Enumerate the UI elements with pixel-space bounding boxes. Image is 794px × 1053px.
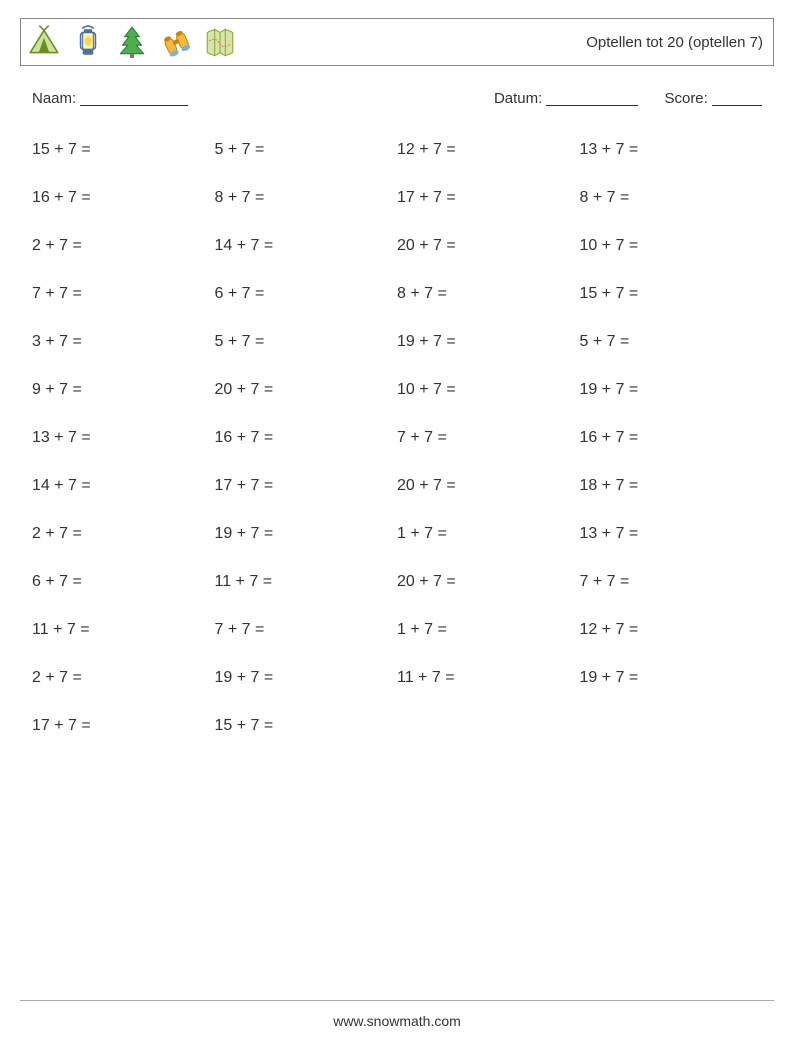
problem-cell: 20 + 7 = [397, 237, 580, 255]
lantern-icon [71, 25, 105, 59]
problem-row: 15 + 7 =5 + 7 =12 + 7 =13 + 7 = [32, 141, 762, 159]
problem-row: 2 + 7 =19 + 7 =11 + 7 =19 + 7 = [32, 669, 762, 687]
problem-cell: 17 + 7 = [32, 717, 215, 735]
problem-cell: 10 + 7 = [397, 381, 580, 399]
problem-cell: 16 + 7 = [215, 429, 398, 447]
problem-cell: 2 + 7 = [32, 669, 215, 687]
problem-cell: 7 + 7 = [397, 429, 580, 447]
problem-row: 13 + 7 =16 + 7 =7 + 7 =16 + 7 = [32, 429, 762, 447]
problem-cell: 5 + 7 = [215, 141, 398, 159]
header-box: Optellen tot 20 (optellen 7) [20, 18, 774, 66]
problem-cell: 7 + 7 = [215, 621, 398, 639]
problem-row: 16 + 7 =8 + 7 =17 + 7 =8 + 7 = [32, 189, 762, 207]
problem-row: 14 + 7 =17 + 7 =20 + 7 =18 + 7 = [32, 477, 762, 495]
problem-cell: 12 + 7 = [397, 141, 580, 159]
problem-cell: 13 + 7 = [32, 429, 215, 447]
problem-cell: 3 + 7 = [32, 333, 215, 351]
map-icon [203, 25, 237, 59]
problem-cell: 13 + 7 = [580, 525, 763, 543]
problem-row: 2 + 7 =19 + 7 =1 + 7 =13 + 7 = [32, 525, 762, 543]
tree-icon [115, 25, 149, 59]
worksheet-title: Optellen tot 20 (optellen 7) [586, 34, 763, 51]
tent-icon [27, 25, 61, 59]
meta-row: Naam: Datum: Score: [20, 88, 774, 107]
name-label: Naam: [32, 90, 76, 107]
problem-cell: 6 + 7 = [32, 573, 215, 591]
problem-row: 6 + 7 =11 + 7 =20 + 7 =7 + 7 = [32, 573, 762, 591]
problem-cell: 11 + 7 = [32, 621, 215, 639]
date-field: Datum: [494, 88, 639, 107]
problem-cell: 11 + 7 = [397, 669, 580, 687]
problem-cell: 12 + 7 = [580, 621, 763, 639]
date-blank[interactable] [546, 91, 638, 106]
problem-cell: 15 + 7 = [580, 285, 763, 303]
date-label: Datum: [494, 90, 542, 107]
problem-cell: 18 + 7 = [580, 477, 763, 495]
problem-cell [397, 717, 580, 735]
binoculars-icon [159, 25, 193, 59]
problem-row: 9 + 7 =20 + 7 =10 + 7 =19 + 7 = [32, 381, 762, 399]
problem-cell [580, 717, 763, 735]
problem-cell: 19 + 7 = [397, 333, 580, 351]
problem-cell: 10 + 7 = [580, 237, 763, 255]
problem-cell: 19 + 7 = [215, 525, 398, 543]
problem-cell: 7 + 7 = [32, 285, 215, 303]
problem-cell: 20 + 7 = [397, 477, 580, 495]
problem-cell: 19 + 7 = [580, 381, 763, 399]
name-field: Naam: [32, 88, 494, 107]
header-icon-row [27, 25, 237, 59]
problem-cell: 16 + 7 = [580, 429, 763, 447]
footer-text: www.snowmath.com [0, 1013, 794, 1029]
score-blank[interactable] [712, 91, 762, 106]
problem-cell: 1 + 7 = [397, 525, 580, 543]
problem-row: 11 + 7 =7 + 7 =1 + 7 =12 + 7 = [32, 621, 762, 639]
footer-divider [20, 1000, 774, 1001]
problem-cell: 2 + 7 = [32, 525, 215, 543]
problem-cell: 15 + 7 = [32, 141, 215, 159]
problem-cell: 19 + 7 = [215, 669, 398, 687]
name-blank[interactable] [80, 91, 188, 106]
problem-cell: 13 + 7 = [580, 141, 763, 159]
problem-cell: 5 + 7 = [215, 333, 398, 351]
score-field: Score: [664, 88, 762, 107]
problem-cell: 11 + 7 = [215, 573, 398, 591]
problem-cell: 16 + 7 = [32, 189, 215, 207]
problem-cell: 8 + 7 = [397, 285, 580, 303]
problem-cell: 14 + 7 = [32, 477, 215, 495]
problem-cell: 20 + 7 = [215, 381, 398, 399]
problem-cell: 8 + 7 = [580, 189, 763, 207]
problem-cell: 9 + 7 = [32, 381, 215, 399]
problem-row: 3 + 7 =5 + 7 =19 + 7 =5 + 7 = [32, 333, 762, 351]
problem-row: 17 + 7 =15 + 7 = [32, 717, 762, 735]
problem-cell: 19 + 7 = [580, 669, 763, 687]
score-label: Score: [664, 90, 707, 107]
problems-grid: 15 + 7 =5 + 7 =12 + 7 =13 + 7 =16 + 7 =8… [20, 141, 774, 735]
problem-row: 2 + 7 =14 + 7 =20 + 7 =10 + 7 = [32, 237, 762, 255]
problem-row: 7 + 7 =6 + 7 =8 + 7 =15 + 7 = [32, 285, 762, 303]
problem-cell: 17 + 7 = [215, 477, 398, 495]
problem-cell: 14 + 7 = [215, 237, 398, 255]
problem-cell: 5 + 7 = [580, 333, 763, 351]
problem-cell: 6 + 7 = [215, 285, 398, 303]
problem-cell: 17 + 7 = [397, 189, 580, 207]
problem-cell: 15 + 7 = [215, 717, 398, 735]
problem-cell: 8 + 7 = [215, 189, 398, 207]
problem-cell: 1 + 7 = [397, 621, 580, 639]
problem-cell: 20 + 7 = [397, 573, 580, 591]
problem-cell: 2 + 7 = [32, 237, 215, 255]
problem-cell: 7 + 7 = [580, 573, 763, 591]
